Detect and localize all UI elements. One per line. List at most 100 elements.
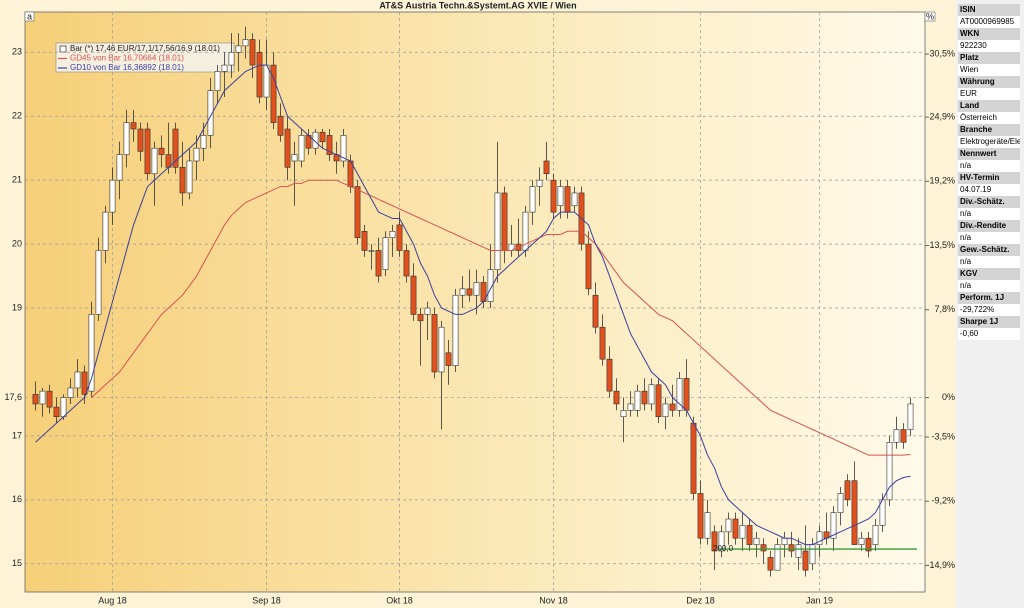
legend: Bar (*) 17,46 EUR/17,1/17,56/16,9 (18.01… (55, 42, 235, 73)
candle-body (396, 224, 403, 251)
candle-body (725, 518, 732, 533)
info-label: Platz (958, 52, 1020, 64)
candle-body (858, 537, 865, 545)
info-value: 922230 (958, 40, 1020, 52)
candle-body (361, 231, 368, 251)
y-axis-unit: a (27, 11, 32, 21)
candle-body (494, 192, 501, 270)
candle-body (529, 186, 536, 213)
plot-area (24, 11, 926, 593)
info-value: 04.07.19 (958, 184, 1020, 196)
candle-body (116, 154, 123, 181)
y2-tick-label: -14,9% (926, 560, 955, 570)
candle-body (466, 288, 473, 296)
info-value: n/a (958, 256, 1020, 268)
candle-body (312, 131, 319, 149)
info-label: Land (958, 100, 1020, 112)
candle-body (151, 147, 158, 175)
candle-body (690, 422, 697, 494)
y2-tick-label: -3,5% (931, 431, 955, 441)
candle-body (606, 358, 613, 392)
info-label: Nennwert (958, 148, 1020, 160)
x-tick-label: Sep 18 (252, 595, 281, 605)
candle-body (830, 512, 837, 539)
y-tick-label: 21 (12, 175, 22, 185)
candle-body (613, 390, 620, 405)
candle-body (242, 39, 249, 47)
candle-body (627, 403, 634, 411)
info-value: n/a (958, 160, 1020, 172)
candle-body (802, 550, 809, 571)
candle-body (543, 160, 550, 175)
info-value: -29,722% (958, 304, 1020, 316)
candle-body (592, 294, 599, 328)
candle-body (46, 390, 53, 408)
info-label: Sharpe 1J (958, 316, 1020, 328)
y2-tick-label: 19,2% (929, 176, 955, 186)
candle-body (501, 192, 508, 251)
reference-label: 200,0 (713, 544, 734, 553)
candle-body (277, 115, 284, 136)
candle-body (739, 525, 746, 539)
candle-body (536, 179, 543, 187)
candle-body (39, 390, 46, 405)
candle-body (60, 397, 67, 418)
candle-body (557, 186, 564, 207)
moving-average-line (35, 64, 911, 546)
candle-body (340, 135, 347, 162)
info-label: Branche (958, 124, 1020, 136)
candle-body (319, 131, 326, 143)
candle-body (95, 250, 102, 315)
candle-body (676, 378, 683, 411)
info-label: Währung (958, 76, 1020, 88)
candle-body (200, 135, 207, 149)
candle-body (641, 390, 648, 405)
x-tick-label: Dez 18 (686, 595, 715, 605)
candle-body (67, 387, 74, 398)
x-tick-label: Nov 18 (539, 595, 568, 605)
info-value: Elektrogeräte/Elekt (958, 136, 1020, 148)
candle-body (893, 429, 900, 443)
legend-label: GD10 von Bar 16,36892 (18.01) (70, 63, 184, 72)
x-tick-label: Aug 18 (98, 595, 127, 605)
candle-body (781, 537, 788, 545)
candle-body (144, 128, 151, 175)
candle-body (298, 135, 305, 162)
candle-body (746, 525, 753, 545)
candle-body (375, 250, 382, 277)
y2-tick-label: 24,9% (929, 111, 955, 121)
y-tick-label: 19 (12, 302, 22, 312)
candle-body (816, 531, 823, 545)
candle-body (368, 250, 375, 252)
info-value: n/a (958, 232, 1020, 244)
moving-average-line (91, 179, 911, 456)
axis-unit-box (924, 11, 936, 22)
info-label: KGV (958, 268, 1020, 280)
candle-body (452, 294, 459, 366)
candle-body (900, 429, 907, 443)
candle-body (109, 179, 116, 213)
candle-body (683, 378, 690, 411)
candle-body (235, 45, 242, 53)
candle-body (424, 307, 431, 315)
candle-body (473, 282, 480, 296)
candle-body (620, 410, 627, 418)
candle-body (172, 128, 179, 168)
info-value: n/a (958, 280, 1020, 292)
candle-body (697, 493, 704, 539)
candle-body (130, 122, 137, 130)
candle-body (788, 544, 795, 552)
y-tick-label: 15 (12, 558, 22, 568)
candle-body (81, 371, 88, 395)
candle-body (760, 544, 767, 552)
candle-body (655, 384, 662, 418)
candle-body (249, 39, 256, 66)
candle-body (263, 64, 270, 98)
candle-body (585, 243, 592, 290)
candle-body (431, 314, 438, 373)
candle-body (179, 167, 186, 194)
candle-body (53, 406, 60, 418)
info-label: Gew.-Schätz. (958, 244, 1020, 256)
legend-swatch (59, 45, 67, 53)
y-tick-label: 23 (12, 47, 22, 57)
